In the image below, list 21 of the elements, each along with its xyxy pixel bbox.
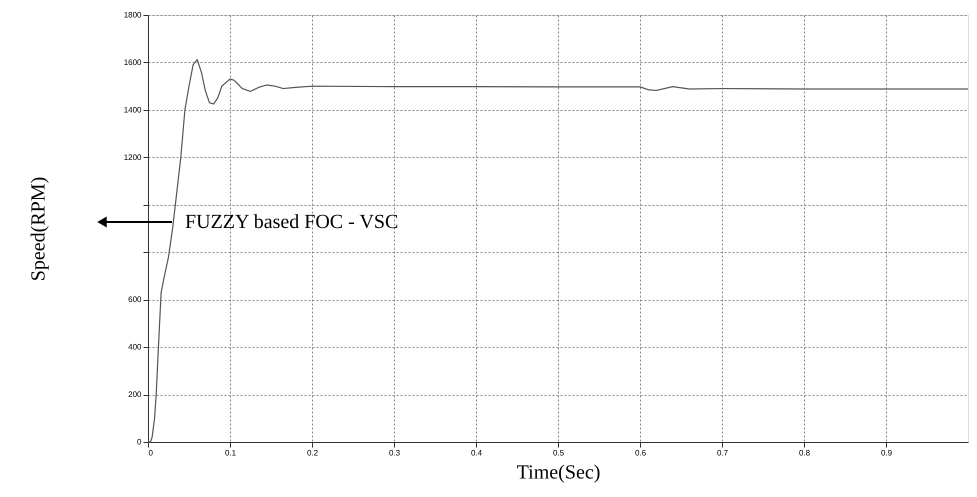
y-tick-label: 200 [128,390,142,400]
x-tick-label: 0.8 [798,448,811,458]
y-tick-label: 1400 [124,105,142,114]
x-tick-label: 0.1 [224,448,237,458]
x-tick-label: 0.7 [716,448,729,458]
x-tick-label: 0.5 [552,448,565,458]
x-tick-label: 0.9 [880,448,893,458]
y-tick-label: 1600 [124,58,142,67]
x-axis-title: Time(Sec) [516,462,600,484]
x-tick-label: 0.3 [388,448,401,458]
x-tick-label: 0 [148,448,154,458]
y-axis-title: Speed(RPM) [28,176,50,282]
x-tick-label: 0.6 [634,448,647,458]
y-tick-label: 400 [128,342,142,352]
x-tick-label: 0.4 [470,448,483,458]
y-tick-label: 600 [128,295,142,304]
x-tick-label: 0.2 [306,448,319,458]
y-tick-label: 1200 [124,152,142,162]
annotation: FUZZY based FOC - VSC [185,211,398,233]
y-tick-label: 0 [137,438,142,446]
y-tick-label: 1800 [124,10,142,20]
